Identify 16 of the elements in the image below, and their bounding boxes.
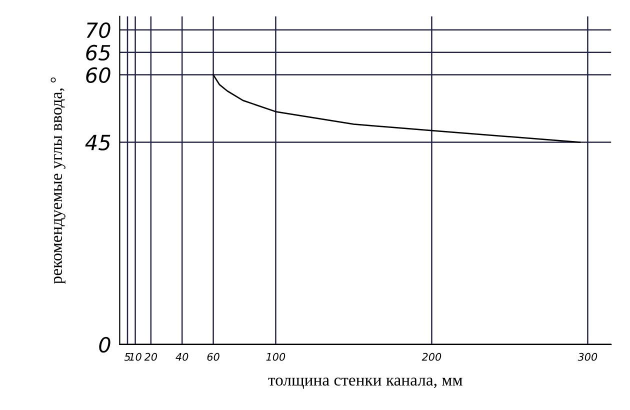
x-tick-label: 10 <box>129 352 142 361</box>
x-tick-label: 60 <box>207 352 220 361</box>
y-tick-label: 70 <box>86 22 110 38</box>
y-tick-label: 65 <box>86 44 110 61</box>
y-axis-title: рекомендуемые углы ввода, ° <box>50 77 66 284</box>
x-tick-label: 5 <box>124 353 130 361</box>
y-tick-label: 0 <box>99 336 110 353</box>
x-tick-label: 200 <box>422 352 442 361</box>
x-tick-label: 40 <box>176 352 188 361</box>
x-tick-label: 100 <box>266 352 286 361</box>
x-tick-label: 20 <box>144 352 158 361</box>
y-tick-label: 60 <box>86 67 110 84</box>
x-axis-title: толщина стенки канала, мм <box>268 378 462 389</box>
line-series <box>212 74 581 143</box>
y-tick-label: 45 <box>85 134 110 150</box>
x-tick-label: 300 <box>578 352 598 361</box>
